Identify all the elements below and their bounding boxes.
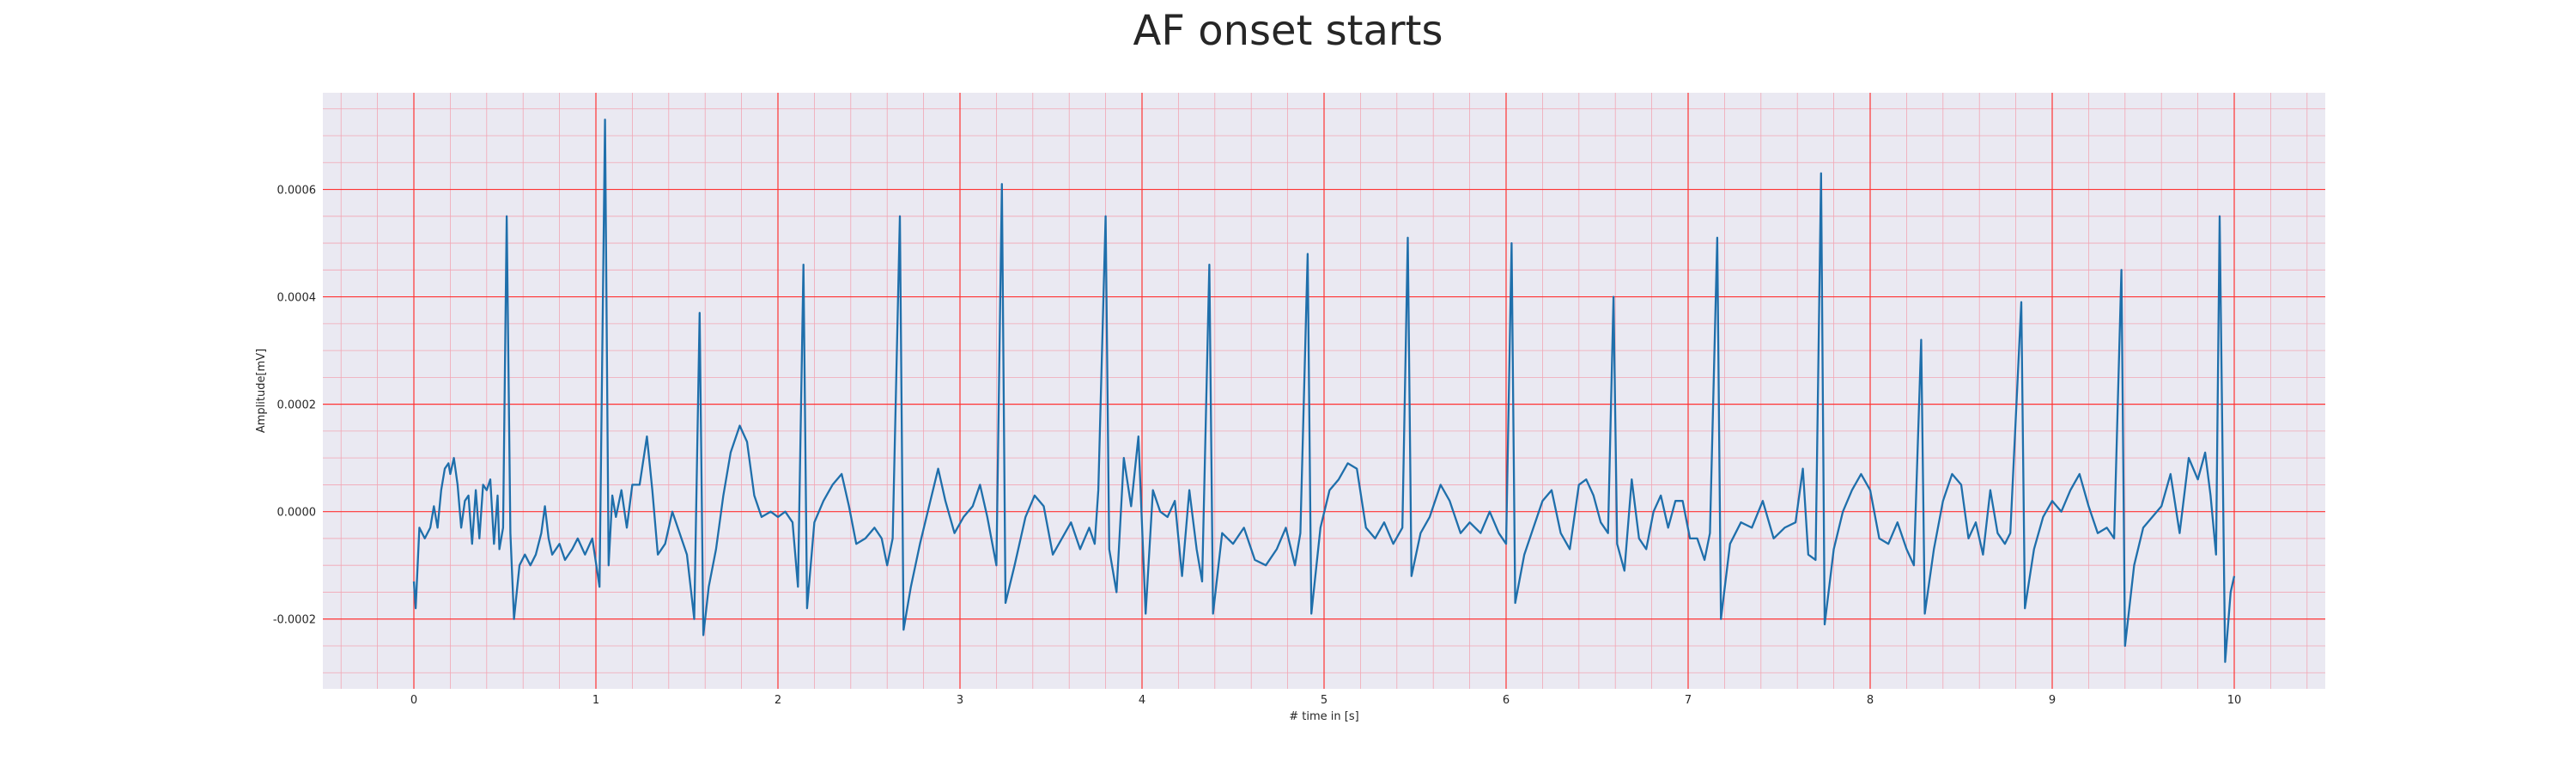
- x-tick-label: 8: [1867, 694, 1874, 707]
- x-tick-label: 9: [2049, 694, 2056, 707]
- ecg-signal-line: [412, 119, 2236, 663]
- x-tick-label: 2: [775, 694, 781, 707]
- y-axis-label: Amplitude[mV]: [255, 349, 268, 433]
- x-tick-label: 1: [592, 694, 599, 707]
- x-tick-label: 10: [2227, 694, 2242, 707]
- plot-area: [323, 93, 2325, 689]
- y-axis-ticks: -0.0002 0.0000 0.0002 0.0004 0.0006: [273, 185, 316, 627]
- x-tick-label: 6: [1503, 694, 1510, 707]
- x-tick-label: 3: [957, 694, 963, 707]
- y-tick-label: 0.0006: [277, 185, 317, 198]
- y-tick-label: -0.0002: [273, 614, 316, 627]
- chart-title: AF onset starts: [1133, 7, 1443, 55]
- x-tick-label: 0: [410, 694, 417, 707]
- x-tick-label: 4: [1139, 694, 1145, 707]
- y-tick-label: 0.0002: [277, 399, 317, 412]
- x-axis-label: # time in [s]: [1289, 710, 1358, 723]
- x-tick-label: 5: [1321, 694, 1327, 707]
- x-tick-label: 7: [1685, 694, 1692, 707]
- y-tick-label: 0.0004: [277, 292, 317, 305]
- y-tick-label: 0.0000: [277, 507, 317, 520]
- x-axis-ticks: 0 1 2 3 4 5 6 7 8 9 10: [410, 694, 2241, 707]
- major-grid: [323, 93, 2325, 689]
